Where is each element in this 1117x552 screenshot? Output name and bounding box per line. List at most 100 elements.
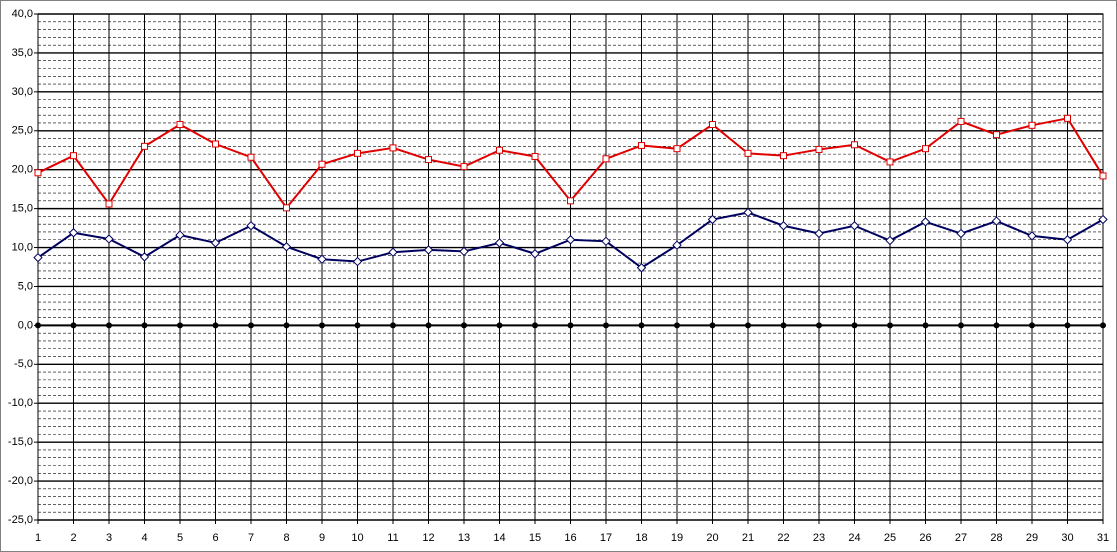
point-marker — [603, 322, 609, 329]
x-tick-label: 7 — [248, 532, 254, 544]
point-marker — [319, 322, 325, 329]
x-tick-label: 27 — [955, 532, 967, 544]
point-marker — [354, 149, 361, 157]
y-tick-label: -25,0 — [8, 514, 33, 526]
point-marker — [1027, 231, 1037, 241]
y-tick-label: 0,0 — [18, 319, 33, 331]
point-marker — [459, 246, 469, 257]
y-tick-label: 25,0 — [12, 125, 33, 137]
point-marker — [210, 238, 221, 248]
x-tick-label: 18 — [635, 532, 647, 544]
point-marker — [673, 145, 681, 153]
x-tick-label: 15 — [529, 532, 541, 544]
point-marker — [35, 322, 41, 329]
point-marker — [70, 322, 77, 329]
point-marker — [496, 146, 503, 154]
y-tick-label: -15,0 — [8, 436, 33, 448]
point-marker — [814, 228, 824, 239]
point-marker — [246, 221, 256, 231]
x-tick-label: 25 — [884, 532, 896, 544]
y-tick-label: 35,0 — [12, 47, 33, 59]
y-tick-label: 5,0 — [18, 280, 33, 292]
y-tick-label: 20,0 — [12, 164, 33, 176]
x-tick-label: 2 — [70, 532, 76, 544]
point-marker — [281, 242, 292, 252]
x-tick-label: 22 — [777, 532, 789, 544]
point-marker — [849, 221, 860, 231]
y-tick-label: -10,0 — [8, 397, 33, 409]
point-marker — [567, 322, 574, 329]
point-marker — [1064, 322, 1071, 329]
point-marker — [993, 322, 1000, 329]
point-marker — [248, 322, 254, 329]
point-marker — [674, 322, 680, 329]
point-marker — [744, 149, 752, 157]
point-marker — [709, 121, 716, 129]
point-marker — [105, 200, 113, 208]
point-marker — [709, 322, 716, 329]
point-marker — [920, 217, 931, 227]
point-marker — [993, 131, 1000, 139]
y-tick-label: 40,0 — [12, 8, 33, 20]
point-marker — [318, 160, 326, 168]
x-tick-label: 16 — [564, 532, 576, 544]
point-marker — [886, 158, 894, 166]
point-marker — [34, 169, 42, 177]
x-tick-label: 30 — [1061, 532, 1073, 544]
y-tick-label: -20,0 — [8, 475, 33, 487]
point-marker — [33, 252, 43, 263]
point-marker — [247, 153, 255, 161]
x-tick-label: 4 — [141, 532, 147, 544]
point-marker — [461, 322, 467, 329]
point-marker — [1029, 322, 1035, 329]
x-tick-label: 13 — [458, 532, 470, 544]
y-tick-label: 30,0 — [12, 86, 33, 98]
point-marker — [531, 152, 539, 160]
point-marker — [354, 322, 361, 329]
x-tick-label: 31 — [1097, 532, 1109, 544]
point-marker — [707, 214, 718, 225]
x-tick-label: 23 — [813, 532, 825, 544]
point-marker — [851, 141, 858, 149]
point-marker — [601, 236, 611, 247]
point-marker — [816, 322, 822, 329]
point-marker — [851, 322, 858, 329]
point-marker — [991, 216, 1002, 226]
point-marker — [390, 322, 396, 329]
point-marker — [636, 263, 647, 273]
point-marker — [70, 152, 77, 160]
point-marker — [922, 145, 929, 153]
point-marker — [1100, 322, 1106, 329]
y-tick-label: 10,0 — [12, 241, 33, 253]
x-tick-label: 10 — [351, 532, 363, 544]
point-marker — [530, 249, 540, 259]
point-marker — [1062, 235, 1073, 245]
x-tick-label: 29 — [1026, 532, 1038, 544]
point-marker — [423, 245, 434, 255]
point-marker — [638, 142, 645, 150]
point-marker — [212, 140, 219, 148]
x-tick-label: 6 — [212, 532, 218, 544]
point-marker — [141, 322, 148, 329]
point-marker — [815, 145, 823, 153]
point-marker — [283, 204, 290, 212]
point-marker — [956, 228, 966, 239]
x-tick-label: 14 — [493, 532, 505, 544]
point-marker — [496, 322, 503, 329]
point-marker — [638, 322, 645, 329]
point-marker — [175, 230, 185, 240]
point-marker — [780, 152, 787, 160]
point-marker — [283, 322, 290, 329]
point-marker — [104, 234, 114, 244]
x-tick-label: 21 — [742, 532, 754, 544]
x-tick-label: 26 — [919, 532, 931, 544]
x-tick-label: 8 — [283, 532, 289, 544]
point-marker — [565, 235, 576, 245]
point-marker — [212, 322, 219, 329]
x-tick-label: 9 — [319, 532, 325, 544]
x-tick-label: 5 — [177, 532, 183, 544]
point-marker — [139, 252, 150, 262]
